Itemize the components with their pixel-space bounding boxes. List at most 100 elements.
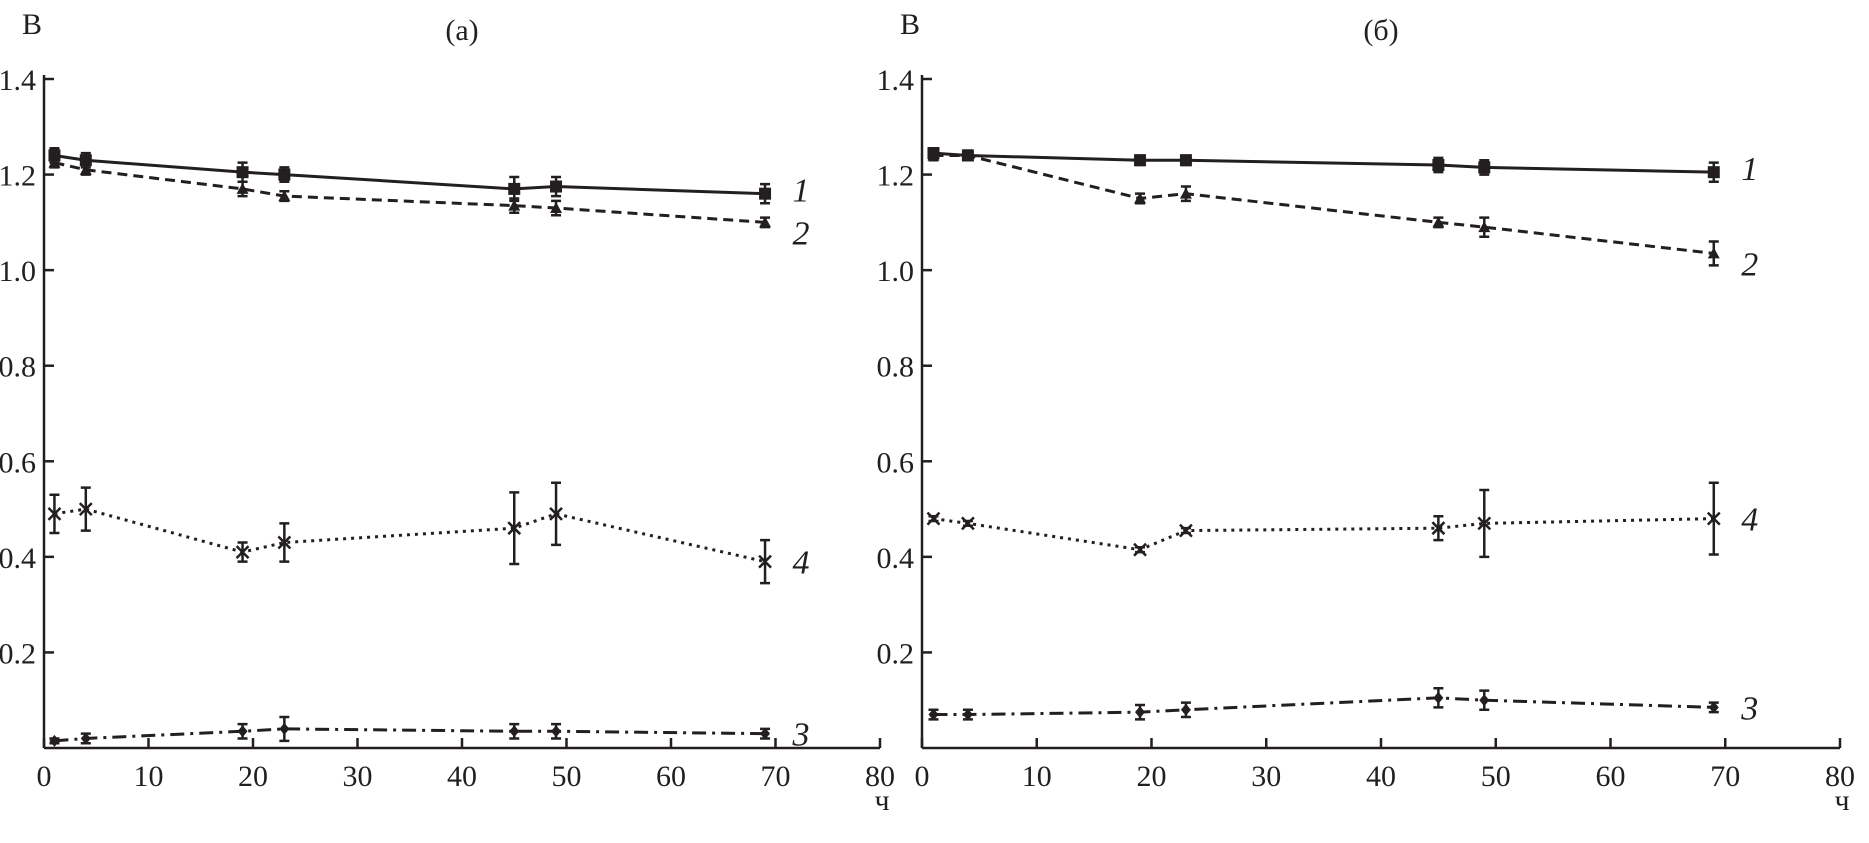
x-tick-label: 30 xyxy=(1251,760,1281,793)
series-line xyxy=(933,517,1714,552)
series-label: 4 xyxy=(1741,502,1758,539)
data-point xyxy=(1706,511,1721,526)
x-tick-label: 60 xyxy=(1596,760,1626,793)
series-line xyxy=(54,727,766,743)
data-point xyxy=(1179,187,1192,199)
x-tick-label: 0 xyxy=(915,760,930,793)
data-point xyxy=(47,506,62,521)
y-tick-label: 0.8 xyxy=(877,351,915,384)
data-point xyxy=(48,156,61,168)
y-tick-label: 0.2 xyxy=(877,637,915,670)
data-point xyxy=(1477,516,1492,531)
panel-0: 0 10 20 30 40 50 60 70 80 0.2 0.4 0.6 0.8 1.0 1.2 1.4 Вч… xyxy=(0,8,895,817)
data-point xyxy=(79,163,92,175)
data-point xyxy=(1433,691,1444,704)
data-point xyxy=(1432,216,1445,228)
x-tick-label: 80 xyxy=(1825,760,1855,793)
data-point xyxy=(1133,542,1147,557)
x-axis-label: ч xyxy=(874,784,889,817)
data-point xyxy=(961,149,974,161)
series-line xyxy=(54,161,766,224)
data-point xyxy=(507,521,522,536)
data-point xyxy=(1479,694,1490,707)
series-1: 1 xyxy=(48,147,810,210)
series-2: 2 xyxy=(927,149,1758,283)
series-line xyxy=(54,153,766,196)
x-tick-label: 80 xyxy=(865,760,895,793)
data-point xyxy=(1707,166,1720,179)
data-point xyxy=(279,722,290,735)
data-point xyxy=(278,190,291,202)
data-point xyxy=(236,166,249,179)
data-point xyxy=(549,506,563,521)
series-line xyxy=(933,151,1714,174)
data-point xyxy=(1708,701,1719,714)
y-tick-label: 1.0 xyxy=(0,255,36,288)
data-point xyxy=(758,554,772,569)
data-point xyxy=(1707,247,1720,259)
y-tick-label: 0.6 xyxy=(877,446,915,479)
series-label: 4 xyxy=(793,545,810,582)
panel-1: 0 10 20 30 40 50 60 70 80 0.2 0.4 0.6 0.8 1.0 1.2 1.4 Вч… xyxy=(877,8,1856,817)
data-point xyxy=(277,535,292,550)
series-4: 4 xyxy=(47,481,810,585)
data-point xyxy=(760,727,771,740)
data-point xyxy=(508,199,521,211)
data-point xyxy=(80,732,91,745)
x-tick-label: 10 xyxy=(134,760,164,793)
x-tick-label: 30 xyxy=(343,760,373,793)
series-2: 2 xyxy=(48,156,810,252)
series-label: 1 xyxy=(1741,151,1758,188)
data-point xyxy=(1179,523,1193,538)
data-point xyxy=(508,182,521,195)
data-point xyxy=(759,187,772,200)
x-tick-label: 60 xyxy=(656,760,686,793)
data-point xyxy=(550,202,563,214)
x-tick-label: 40 xyxy=(447,760,477,793)
data-point xyxy=(1135,706,1146,719)
y-tick-label: 0.8 xyxy=(0,351,36,384)
series-label: 3 xyxy=(792,717,810,754)
y-tick-label: 0.4 xyxy=(877,542,915,575)
x-tick-label: 50 xyxy=(552,760,582,793)
x-axis-label: ч xyxy=(1834,784,1849,817)
data-point xyxy=(1431,521,1446,536)
data-point xyxy=(759,216,772,228)
series-line xyxy=(933,696,1714,717)
series-line xyxy=(54,507,766,564)
data-point xyxy=(237,725,248,738)
data-point xyxy=(235,545,250,559)
data-point xyxy=(509,725,520,738)
y-axis-label: В xyxy=(22,8,42,41)
y-tick-label: 0.2 xyxy=(0,637,36,670)
data-point xyxy=(551,725,562,738)
data-point xyxy=(1478,221,1491,233)
data-point xyxy=(1180,703,1191,716)
y-tick-label: 1.2 xyxy=(877,160,915,193)
data-point xyxy=(236,182,249,194)
chart-title: (б) xyxy=(1363,14,1398,47)
x-tick-label: 0 xyxy=(37,760,52,793)
data-point xyxy=(1478,161,1491,174)
y-tick-label: 0.4 xyxy=(0,542,36,575)
x-tick-label: 20 xyxy=(1137,760,1167,793)
x-tick-label: 50 xyxy=(1481,760,1511,793)
data-point xyxy=(926,511,941,526)
data-point xyxy=(928,708,939,721)
data-point xyxy=(927,149,940,161)
data-point xyxy=(1134,154,1147,167)
y-tick-label: 1.4 xyxy=(877,64,915,97)
data-point xyxy=(962,708,973,721)
data-point xyxy=(1179,154,1192,167)
data-point xyxy=(78,502,93,516)
x-tick-label: 70 xyxy=(761,760,791,793)
y-tick-label: 1.4 xyxy=(0,64,36,97)
data-point xyxy=(1134,192,1147,204)
x-tick-label: 40 xyxy=(1366,760,1396,793)
y-axis-label: В xyxy=(900,8,920,41)
series-label: 2 xyxy=(793,215,810,252)
x-tick-label: 10 xyxy=(1022,760,1052,793)
series-label: 1 xyxy=(793,173,810,210)
data-point xyxy=(278,168,291,181)
